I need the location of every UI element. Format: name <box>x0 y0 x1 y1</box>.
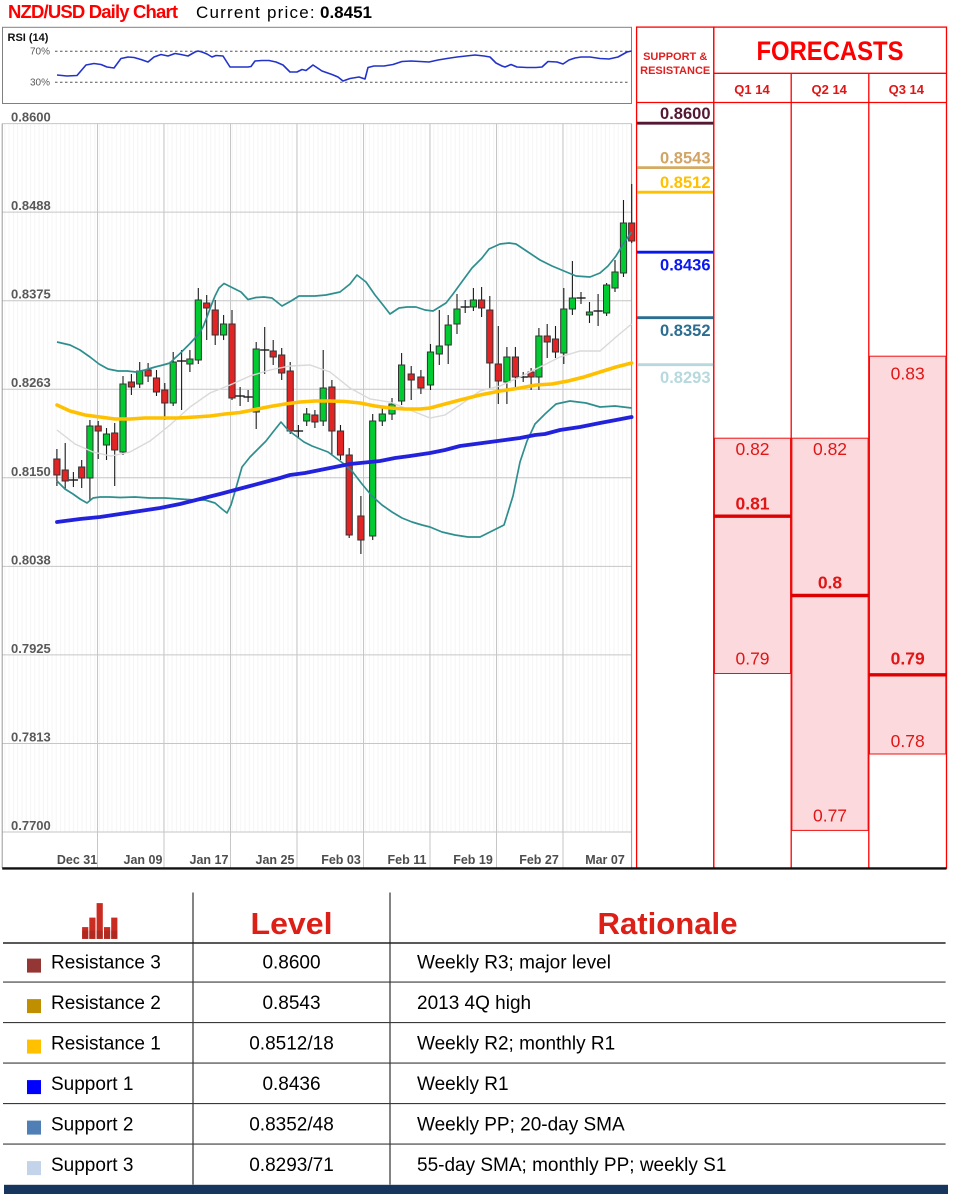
svg-text:Jan 25: Jan 25 <box>256 853 295 867</box>
svg-text:Q1 14: Q1 14 <box>734 82 770 97</box>
svg-text:0.8352: 0.8352 <box>660 322 710 340</box>
svg-text:RSI (14): RSI (14) <box>8 32 49 44</box>
svg-text:Weekly R2; monthly R1: Weekly R2; monthly R1 <box>417 1034 615 1055</box>
svg-text:0.7813: 0.7813 <box>11 730 51 745</box>
svg-text:Weekly R1: Weekly R1 <box>417 1074 509 1095</box>
svg-text:0.8293/71: 0.8293/71 <box>249 1155 334 1176</box>
svg-text:0.83: 0.83 <box>891 364 925 384</box>
svg-text:0.8600: 0.8600 <box>262 953 320 974</box>
svg-text:30%: 30% <box>30 78 50 89</box>
svg-text:70%: 70% <box>30 47 50 58</box>
svg-text:Weekly PP; 20-day SMA: Weekly PP; 20-day SMA <box>417 1115 625 1136</box>
svg-text:FORECASTS: FORECASTS <box>757 36 904 66</box>
svg-text:0.8512: 0.8512 <box>660 174 710 192</box>
svg-text:Q2 14: Q2 14 <box>811 82 847 97</box>
svg-text:RESISTANCE: RESISTANCE <box>640 65 710 77</box>
svg-text:0.82: 0.82 <box>813 439 847 459</box>
svg-text:0.8375: 0.8375 <box>11 287 51 302</box>
svg-text:0.8488: 0.8488 <box>11 198 51 213</box>
svg-text:0.81: 0.81 <box>735 494 769 514</box>
svg-text:0.8512/18: 0.8512/18 <box>249 1034 334 1055</box>
svg-text:Level: Level <box>251 906 333 941</box>
svg-text:Jan 17: Jan 17 <box>190 853 229 867</box>
svg-text:Rationale: Rationale <box>598 906 738 941</box>
svg-text:0.8543: 0.8543 <box>660 149 710 167</box>
svg-text:NZD/USD Daily Chart: NZD/USD Daily Chart <box>8 1 178 22</box>
svg-text:0.79: 0.79 <box>891 649 925 669</box>
svg-text:Feb 11: Feb 11 <box>388 853 427 867</box>
svg-text:0.7925: 0.7925 <box>11 641 51 656</box>
svg-text:Feb 19: Feb 19 <box>453 853 493 867</box>
svg-text:Feb 03: Feb 03 <box>321 853 361 867</box>
svg-text:Jan 09: Jan 09 <box>124 853 163 867</box>
svg-text:Support 3: Support 3 <box>51 1155 133 1176</box>
svg-text:Current price:: Current price: <box>196 3 316 22</box>
svg-text:0.8436: 0.8436 <box>262 1074 320 1095</box>
svg-text:0.8293: 0.8293 <box>660 369 710 387</box>
svg-text:0.8451: 0.8451 <box>320 3 372 22</box>
svg-text:0.77: 0.77 <box>813 806 847 826</box>
svg-text:Resistance 2: Resistance 2 <box>51 993 161 1014</box>
svg-text:Resistance 3: Resistance 3 <box>51 953 161 974</box>
svg-text:0.8150: 0.8150 <box>11 464 51 479</box>
svg-text:Mar 07: Mar 07 <box>585 853 625 867</box>
svg-text:0.8: 0.8 <box>818 573 843 593</box>
svg-text:Feb 27: Feb 27 <box>519 853 559 867</box>
svg-text:0.8352/48: 0.8352/48 <box>249 1115 334 1136</box>
svg-text:55-day SMA; monthly PP; weekly: 55-day SMA; monthly PP; weekly S1 <box>417 1155 726 1176</box>
svg-text:0.79: 0.79 <box>735 649 769 669</box>
svg-text:Q3 14: Q3 14 <box>889 82 925 97</box>
svg-text:0.8543: 0.8543 <box>262 993 320 1014</box>
svg-text:Weekly R3; major level: Weekly R3; major level <box>417 953 611 974</box>
svg-text:0.8600: 0.8600 <box>11 110 51 125</box>
svg-text:0.8600: 0.8600 <box>660 105 710 123</box>
svg-text:0.8038: 0.8038 <box>11 552 51 567</box>
svg-text:Resistance 1: Resistance 1 <box>51 1034 161 1055</box>
svg-text:Support 1: Support 1 <box>51 1074 133 1095</box>
svg-text:0.8263: 0.8263 <box>11 375 51 390</box>
svg-text:0.82: 0.82 <box>735 439 769 459</box>
svg-text:2013 4Q high: 2013 4Q high <box>417 993 531 1014</box>
svg-text:Support 2: Support 2 <box>51 1115 133 1136</box>
svg-text:SUPPORT &: SUPPORT & <box>643 51 707 63</box>
svg-text:0.7700: 0.7700 <box>11 818 51 833</box>
svg-text:Dec 31: Dec 31 <box>57 853 97 867</box>
svg-text:0.78: 0.78 <box>891 731 925 751</box>
svg-text:0.8436: 0.8436 <box>660 257 710 275</box>
